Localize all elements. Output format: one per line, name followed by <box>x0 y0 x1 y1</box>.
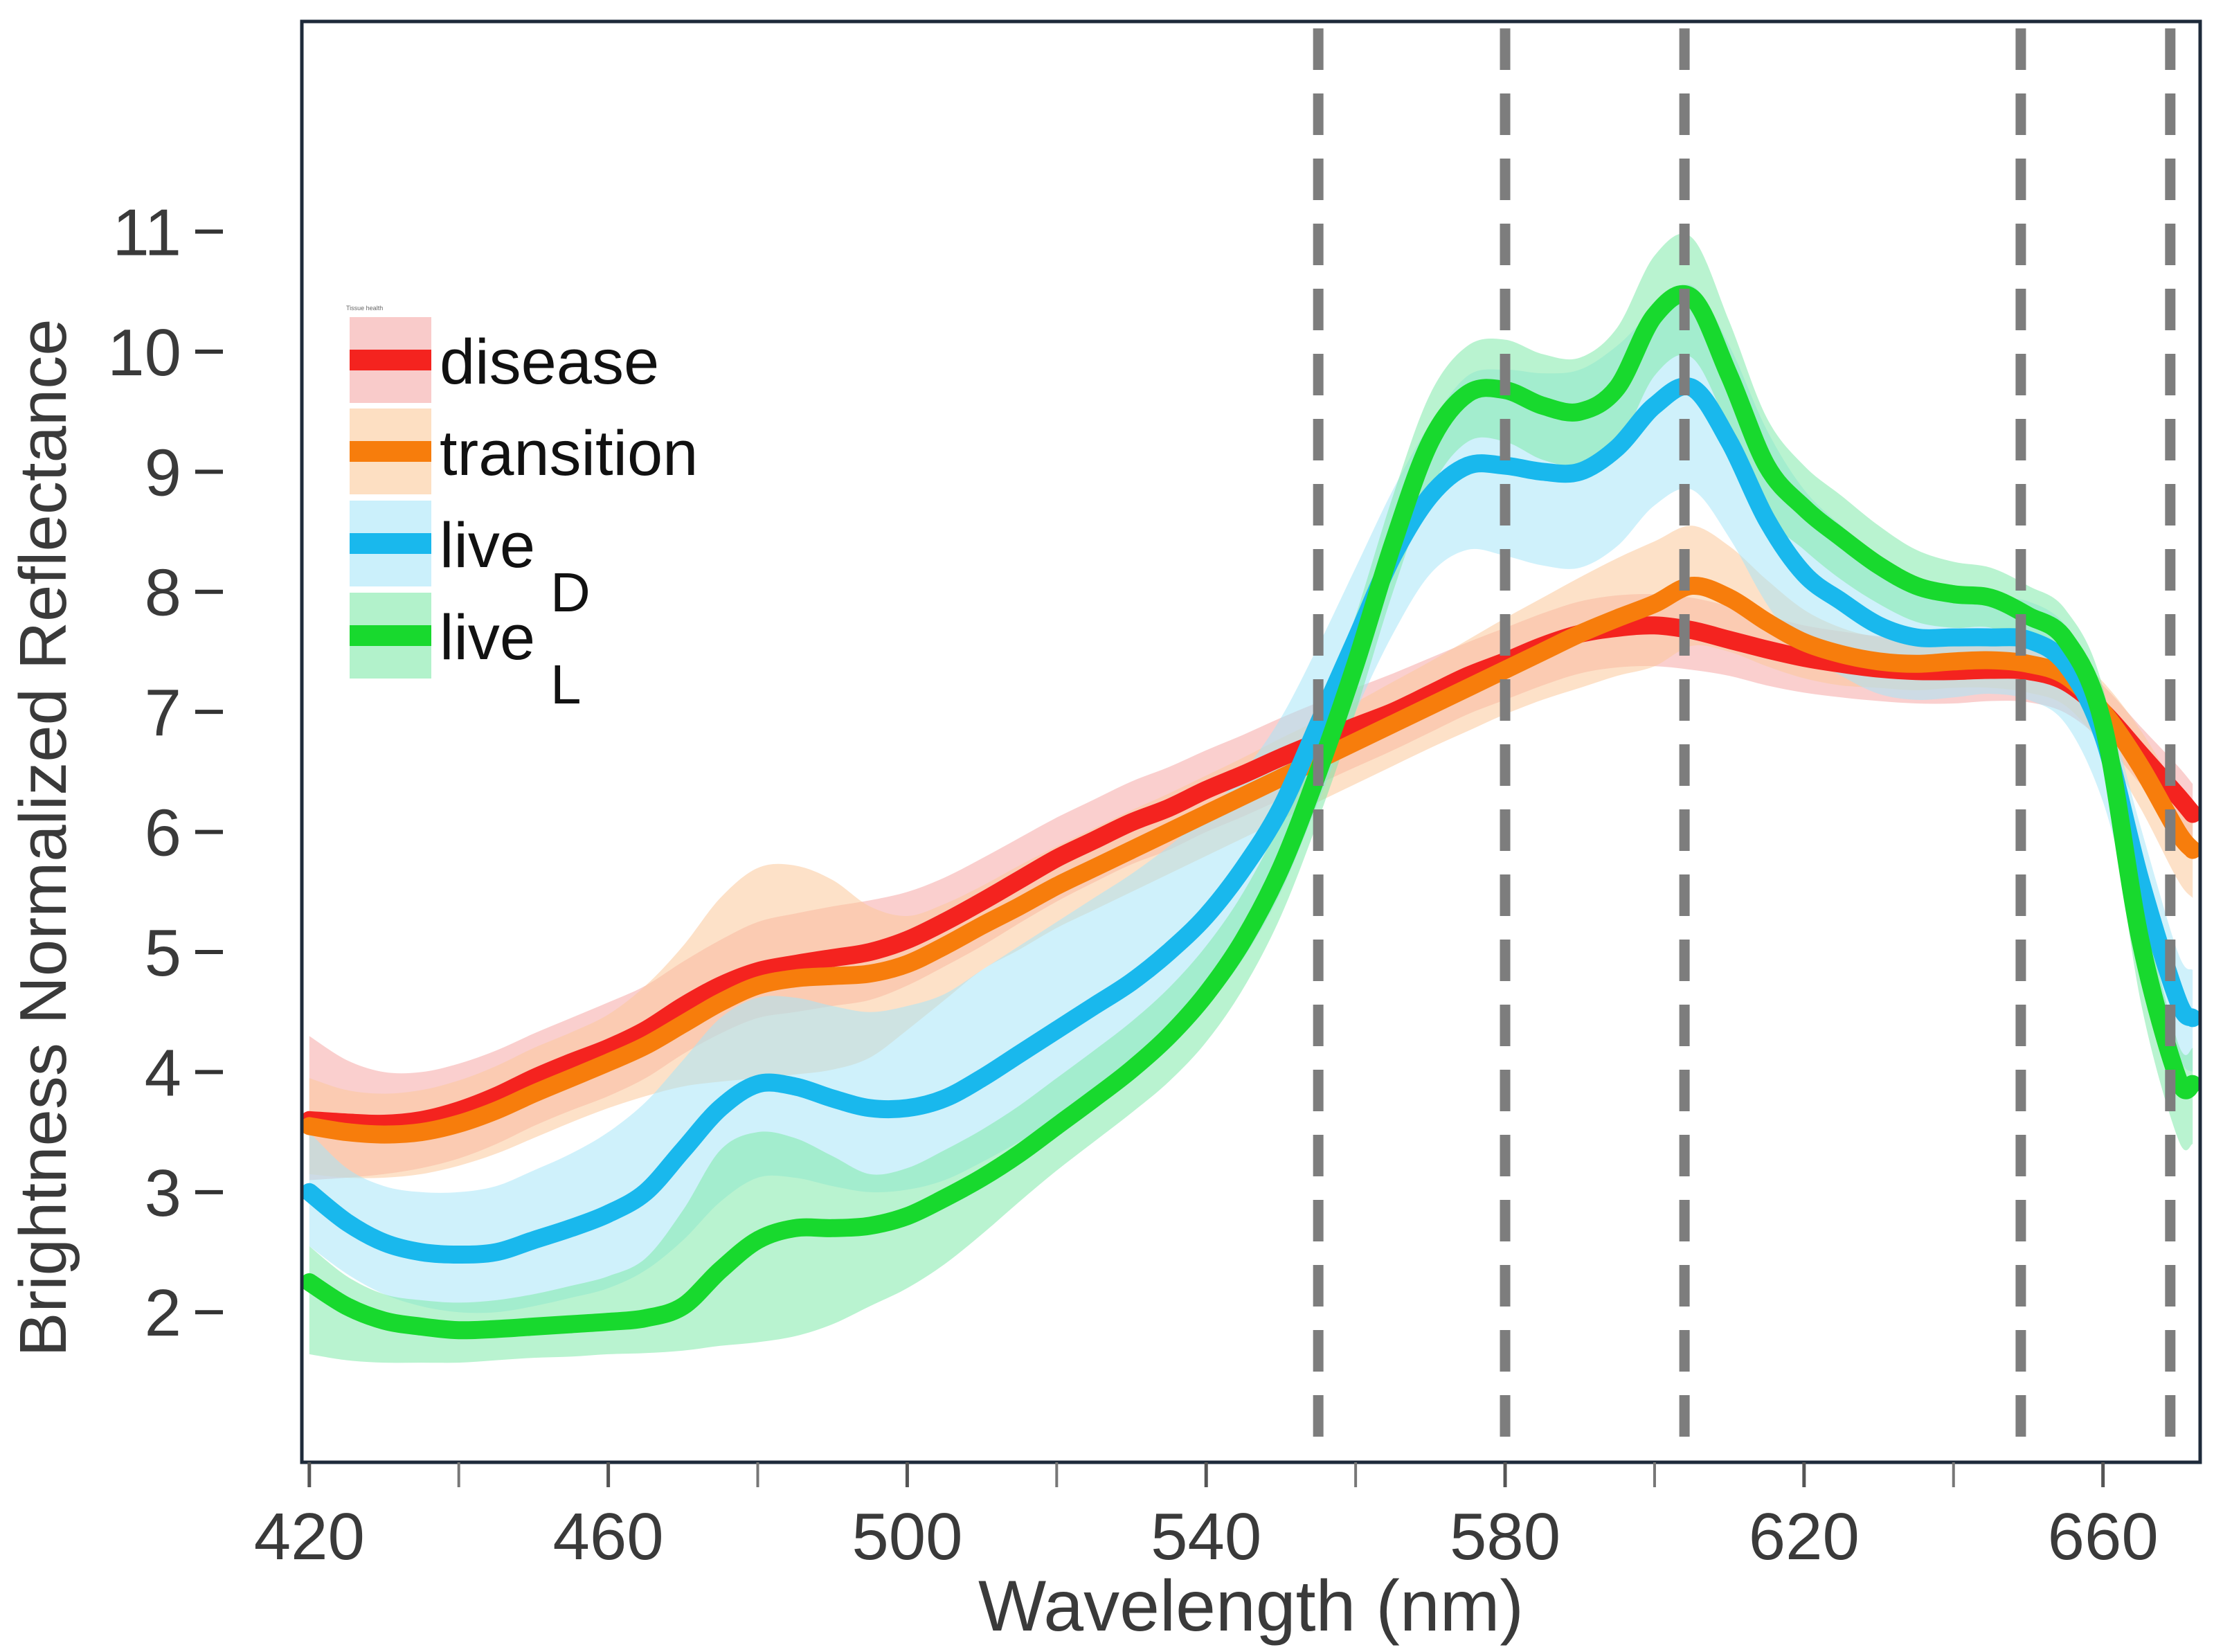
line-live-d <box>302 377 2200 1264</box>
legend-subscript: L <box>550 654 582 715</box>
x-tick-label: 500 <box>852 1500 962 1574</box>
y-tick-label: 6 <box>145 796 181 870</box>
legend-label: live <box>440 602 535 673</box>
x-tick-label: 580 <box>1450 1500 1560 1574</box>
series-lines <box>302 285 2200 1340</box>
y-tick-label: 11 <box>112 195 181 269</box>
x-tick-label: 620 <box>1749 1500 1860 1574</box>
line-live-l <box>302 285 2200 1340</box>
legend: Tissue health disease transition liveDlive… <box>346 305 698 715</box>
legend-label: disease <box>440 327 659 397</box>
plot-frame <box>300 19 2202 1464</box>
x-tick-label: 460 <box>553 1500 664 1574</box>
reference-lines <box>1313 28 2176 1460</box>
y-tick-label: 5 <box>145 916 181 990</box>
x-tick-label: 420 <box>254 1500 365 1574</box>
legend-label: live <box>440 510 535 581</box>
x-tick-label: 540 <box>1151 1500 1261 1574</box>
y-tick-label: 9 <box>145 436 181 510</box>
y-axis-label: Brightness Normalized Reflectance <box>6 318 80 1356</box>
x-axis-label: Wavelength (nm) <box>978 1566 1524 1646</box>
line-transition <box>302 577 2200 1144</box>
y-tick-label: 2 <box>145 1276 181 1350</box>
legend-line-swatch <box>350 625 431 646</box>
legend-line-swatch <box>350 350 431 370</box>
legend-label: transition <box>440 418 698 489</box>
y-axis: 2 3 4 5 6 7 8 9 10 11 <box>107 195 223 1350</box>
y-tick-label: 10 <box>107 316 181 390</box>
legend-title: Tissue health <box>346 305 383 312</box>
x-tick-label: 660 <box>2048 1500 2159 1574</box>
y-tick-label: 4 <box>145 1036 181 1110</box>
legend-line-swatch <box>350 533 431 554</box>
x-axis: 420 460 500 540 580 620 660 <box>254 1462 2159 1574</box>
legend-line-swatch <box>350 441 431 462</box>
y-tick-label: 8 <box>145 556 181 630</box>
y-tick-label: 3 <box>145 1156 181 1230</box>
y-tick-label: 7 <box>145 676 181 750</box>
legend-subscript: D <box>550 562 591 623</box>
